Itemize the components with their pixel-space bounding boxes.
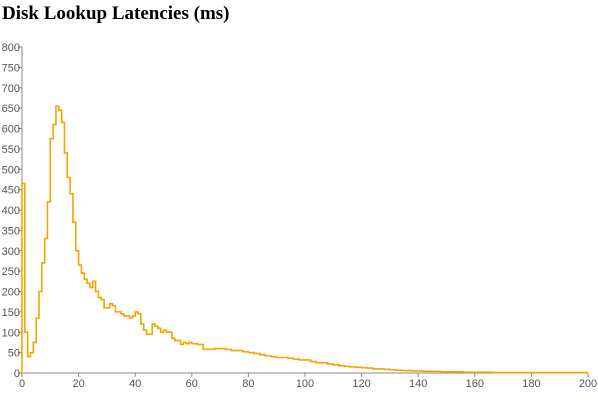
x-tick-label: 60: [186, 378, 198, 390]
y-tick-label: 600: [2, 124, 20, 136]
y-tick-label: 300: [2, 246, 20, 258]
y-tick-label: 50: [8, 348, 20, 360]
x-tick-label: 80: [242, 378, 254, 390]
series-group: [21, 105, 588, 374]
y-tick-label: 150: [2, 307, 20, 319]
series-line-0: [21, 105, 588, 374]
y-tick-label: 200: [2, 287, 20, 299]
chart-title: Disk Lookup Latencies (ms): [2, 3, 230, 24]
y-tick-label: 400: [2, 205, 20, 217]
x-tick-label: 140: [409, 378, 427, 390]
x-tick-label: 20: [72, 378, 84, 390]
y-tick-label: 650: [2, 103, 20, 115]
y-axis: 0 50 100 150 200 250 300 350 400 450 500 550 600 650 7…: [2, 42, 23, 380]
y-tick-label: 750: [2, 62, 20, 74]
x-tick-label: 120: [352, 378, 370, 390]
x-tick-label: 40: [129, 378, 141, 390]
y-tick-label: 800: [2, 42, 20, 54]
y-tick-label: 700: [2, 83, 20, 95]
x-tick-label: 180: [522, 378, 540, 390]
y-tick-label: 450: [2, 185, 20, 197]
y-tick-label: 350: [2, 225, 20, 237]
y-tick-label: 250: [2, 266, 20, 278]
x-tick-label: 0: [19, 378, 25, 390]
y-tick-label: 500: [2, 164, 20, 176]
y-tick-label: 100: [2, 327, 20, 339]
y-tick-label: 0: [14, 368, 20, 380]
x-tick-label: 160: [466, 378, 484, 390]
x-tick-label: 200: [579, 378, 597, 390]
x-axis: 0 20 40 60 80 100 120 140 160 180 200: [19, 372, 597, 390]
y-tick-label: 550: [2, 144, 20, 156]
x-tick-label: 100: [296, 378, 314, 390]
